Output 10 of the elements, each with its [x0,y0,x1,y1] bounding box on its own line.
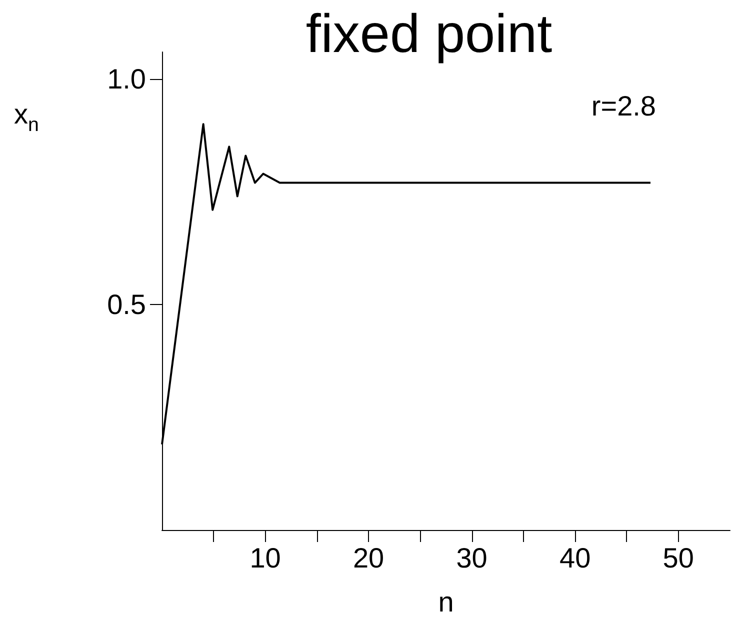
x-tick-label: 50 [662,542,694,574]
x-tick-label: 30 [456,542,488,574]
x-tick-label: 40 [560,542,591,574]
x-tick-label: 10 [250,542,281,574]
chart-title: fixed point [306,4,552,64]
y-tick-label: 1.0 [107,64,146,95]
y-tick-label: 0.5 [107,289,146,320]
x-tick-label: 20 [352,542,384,574]
annotation: r=2.8 [591,90,656,122]
x-axis-title: n [438,586,454,618]
